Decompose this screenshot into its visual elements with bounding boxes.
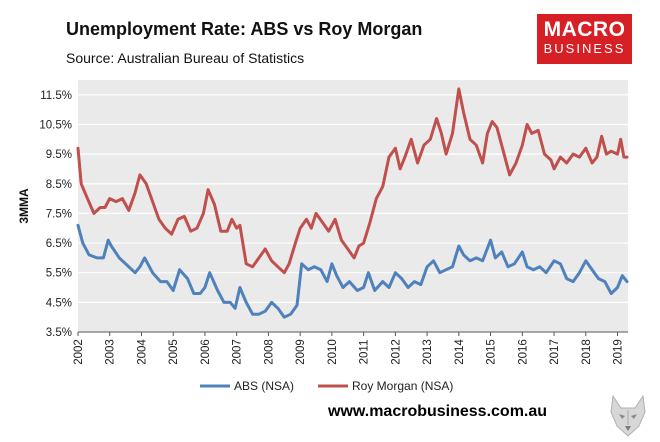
x-axis: 2002 2003 2004 2005 2006 2007 2008 2009 2010 2011… bbox=[73, 331, 628, 365]
macro-business-logo: MACRO BUSINESS bbox=[537, 14, 632, 64]
roy-morgan-series-line bbox=[76, 87, 629, 275]
x-tick-label: 2018 bbox=[581, 339, 593, 365]
x-tick-label: 2005 bbox=[168, 339, 180, 365]
x-tick-label: 2013 bbox=[422, 339, 434, 365]
x-tick-label: 2016 bbox=[517, 339, 529, 365]
x-tick-label: 2015 bbox=[486, 339, 498, 365]
y-tick-label: 10.5% bbox=[39, 119, 72, 131]
x-tick-label: 2004 bbox=[136, 339, 148, 365]
x-tick-label: 2010 bbox=[327, 339, 339, 365]
logo-line-1: MACRO bbox=[543, 18, 626, 41]
x-tick-label: 2012 bbox=[390, 339, 402, 365]
legend: ABS (NSA) Roy Morgan (NSA) bbox=[200, 379, 453, 393]
x-tick-label: 2003 bbox=[105, 339, 117, 365]
y-tick-label: 8.5% bbox=[46, 179, 72, 191]
y-tick-label: 9.5% bbox=[46, 149, 72, 161]
x-tick-label: 2017 bbox=[549, 339, 561, 365]
x-tick-label: 2008 bbox=[263, 339, 275, 365]
y-tick-label: 7.5% bbox=[46, 208, 72, 220]
legend-label: Roy Morgan (NSA) bbox=[352, 379, 453, 393]
y-tick-label: 6.5% bbox=[46, 238, 72, 250]
chart-source: Source: Australian Bureau of Statistics bbox=[66, 50, 305, 66]
y-axis-tick-labels: 3.5% 4.5% 5.5% 6.5% 7.5% 8.5% 9.5% 10.5% 11.5% bbox=[39, 90, 72, 339]
y-tick-label: 3.5% bbox=[46, 327, 72, 339]
x-tick-label: 2014 bbox=[454, 339, 466, 365]
x-tick-label: 2019 bbox=[613, 339, 625, 365]
wolf-head-icon bbox=[610, 394, 646, 437]
logo-line-2: BUSINESS bbox=[543, 41, 626, 56]
legend-item-roy-morgan: Roy Morgan (NSA) bbox=[318, 379, 453, 393]
legend-item-abs: ABS (NSA) bbox=[200, 379, 294, 393]
y-tick-label: 4.5% bbox=[46, 297, 72, 309]
legend-label: ABS (NSA) bbox=[234, 379, 294, 393]
website-url: www.macrobusiness.com.au bbox=[328, 403, 548, 420]
y-tick-label: 5.5% bbox=[46, 268, 72, 280]
series-lines bbox=[76, 87, 629, 319]
x-tick-label: 2007 bbox=[232, 339, 244, 365]
y-tick-label: 11.5% bbox=[40, 90, 72, 102]
abs-series-line bbox=[76, 223, 629, 319]
chart-title: Unemployment Rate: ABS vs Roy Morgan bbox=[66, 19, 423, 39]
plot-area bbox=[78, 80, 628, 332]
x-tick-label: 2009 bbox=[295, 339, 307, 365]
y-axis-label: 3MMA bbox=[17, 188, 31, 224]
x-tick-label: 2002 bbox=[73, 339, 85, 365]
x-tick-label: 2011 bbox=[359, 340, 371, 365]
x-tick-label: 2006 bbox=[200, 339, 212, 365]
